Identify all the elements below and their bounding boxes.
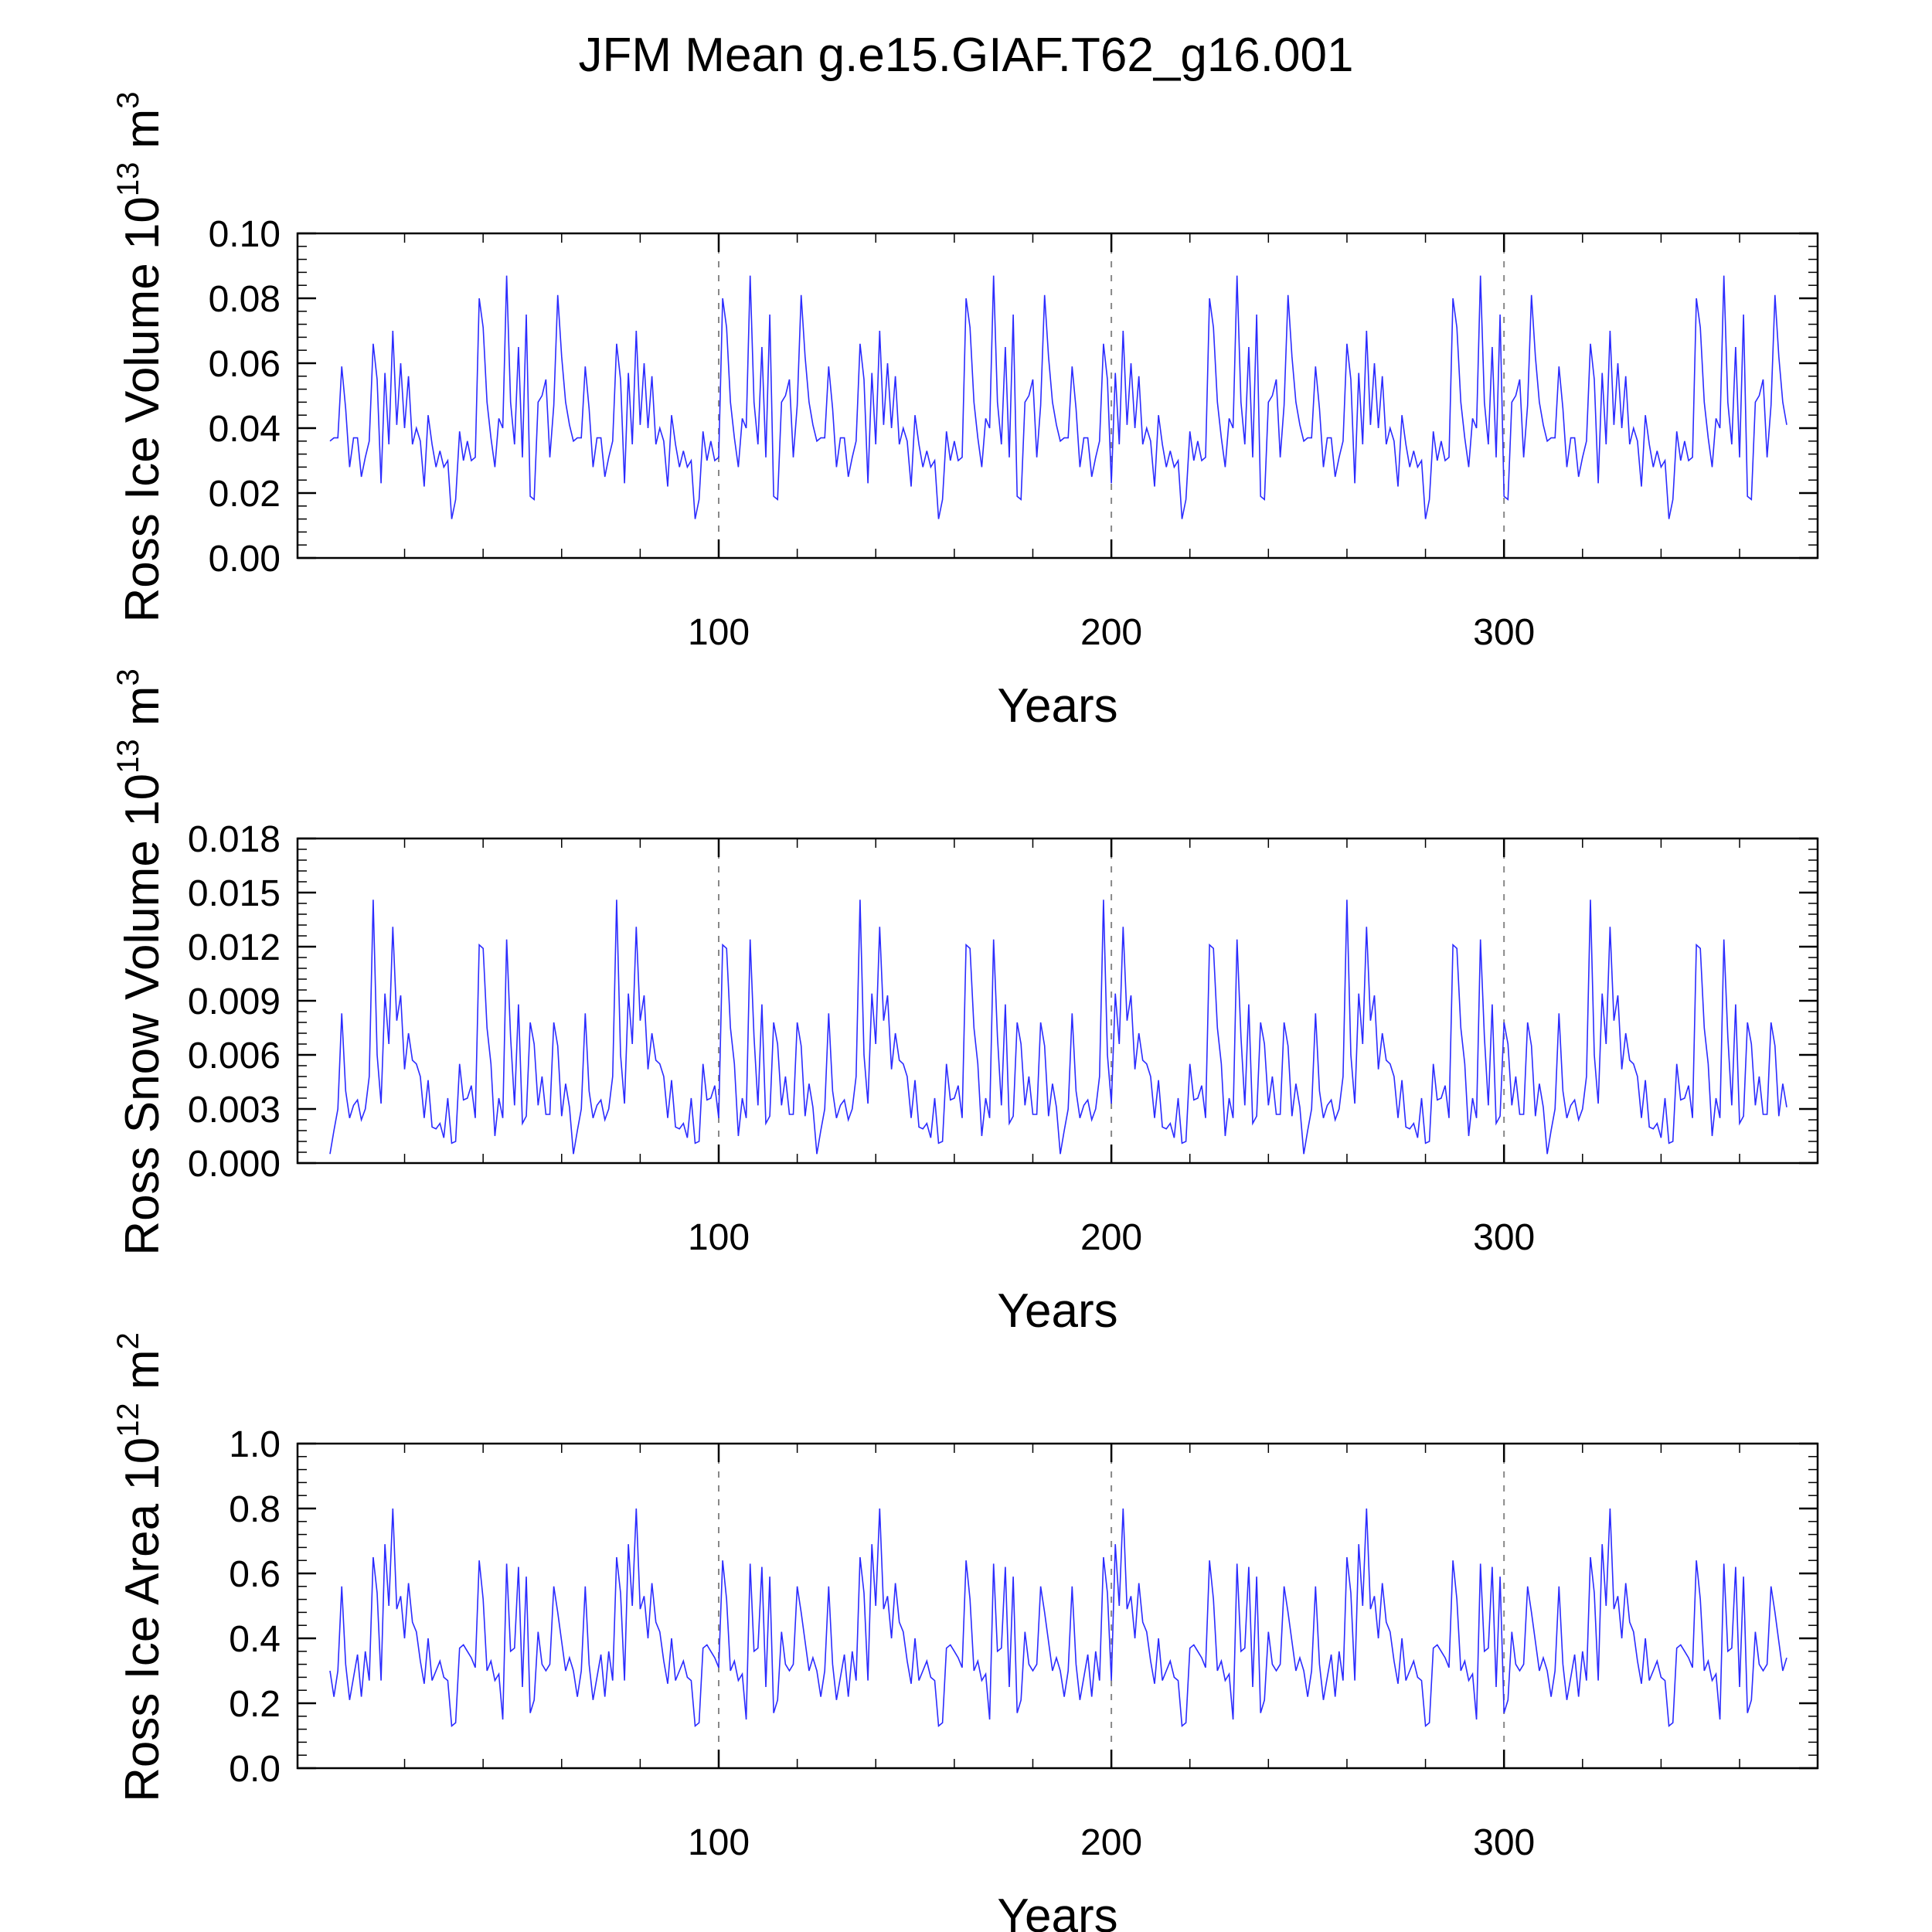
- y-label-exponent: 12: [111, 1403, 145, 1437]
- x-axis-label: Years: [997, 679, 1117, 733]
- x-tick-label: 200: [1080, 1822, 1142, 1863]
- y-label-unit-exponent: 3: [111, 668, 145, 685]
- series-line: [329, 900, 1787, 1155]
- x-axis-label: Years: [997, 1889, 1117, 1932]
- y-label-unit: m: [116, 1349, 169, 1403]
- y-label-unit-exponent: 2: [111, 1332, 145, 1349]
- y-axis-label: Ross Ice Volume 1013 m3: [111, 91, 169, 622]
- y-label-unit: m: [116, 109, 169, 162]
- x-tick-label: 100: [688, 1217, 750, 1258]
- y-label-exponent: 13: [111, 162, 145, 197]
- x-tick-label: 300: [1473, 1822, 1535, 1863]
- x-tick-label: 100: [688, 1822, 750, 1863]
- y-tick-label: 0.009: [188, 981, 281, 1022]
- panel-2: 0.000 0.003 0.006 0.009 0.012 0.015 0.018 100 20…: [111, 668, 1819, 1338]
- figure-title: JFM Mean g.e15.GIAF.T62_g16.001: [579, 29, 1354, 82]
- panel-1: 0.00 0.02 0.04 0.06 0.08 0.10 100 200 300 Years Ro…: [111, 91, 1819, 733]
- y-label-text: Ross Snow Volume 10: [116, 774, 169, 1256]
- y-tick-label: 0.6: [229, 1554, 281, 1595]
- y-label-unit-exponent: 3: [111, 91, 145, 108]
- series-line: [329, 1508, 1787, 1728]
- x-axis-label: Years: [997, 1284, 1117, 1338]
- y-tick-label: 0.018: [188, 819, 281, 860]
- y-tick-label: 0.2: [229, 1684, 281, 1725]
- x-tick-label: 100: [688, 612, 750, 653]
- y-tick-label: 0.000: [188, 1144, 281, 1185]
- x-tick-label: 300: [1473, 612, 1535, 653]
- series-line: [329, 275, 1787, 519]
- y-label-exponent: 13: [111, 739, 145, 774]
- plot-frame: [296, 1442, 1819, 1770]
- y-tick-label: 0.4: [229, 1619, 281, 1660]
- y-tick-label: 0.00: [209, 539, 281, 580]
- y-axis-label: Ross Ice Area 1012 m2: [111, 1332, 169, 1802]
- y-tick-label: 0.8: [229, 1489, 281, 1530]
- y-label-unit: m: [116, 686, 169, 740]
- y-tick-label: 0.0: [229, 1749, 281, 1790]
- y-tick-label: 0.08: [209, 279, 281, 320]
- y-tick-label: 0.012: [188, 927, 281, 968]
- y-tick-label: 0.015: [188, 873, 281, 914]
- y-tick-label: 0.10: [209, 214, 281, 255]
- y-tick-label: 0.006: [188, 1036, 281, 1077]
- y-tick-label: 0.06: [209, 344, 281, 385]
- y-tick-label: 1.0: [229, 1424, 281, 1465]
- x-tick-label: 200: [1080, 1217, 1142, 1258]
- y-tick-label: 0.003: [188, 1090, 281, 1131]
- y-label-text: Ross Ice Area 10: [116, 1437, 169, 1802]
- plot-frame: [296, 232, 1819, 560]
- y-tick-label: 0.02: [209, 474, 281, 515]
- y-axis-label: Ross Snow Volume 1013 m3: [111, 668, 169, 1255]
- x-tick-label: 200: [1080, 612, 1142, 653]
- panel-3: 0.0 0.2 0.4 0.6 0.8 1.0 100 200 300 Years Ross Ice…: [111, 1332, 1819, 1932]
- y-tick-label: 0.04: [209, 409, 281, 450]
- x-tick-label: 300: [1473, 1217, 1535, 1258]
- y-label-text: Ross Ice Volume 10: [116, 196, 169, 622]
